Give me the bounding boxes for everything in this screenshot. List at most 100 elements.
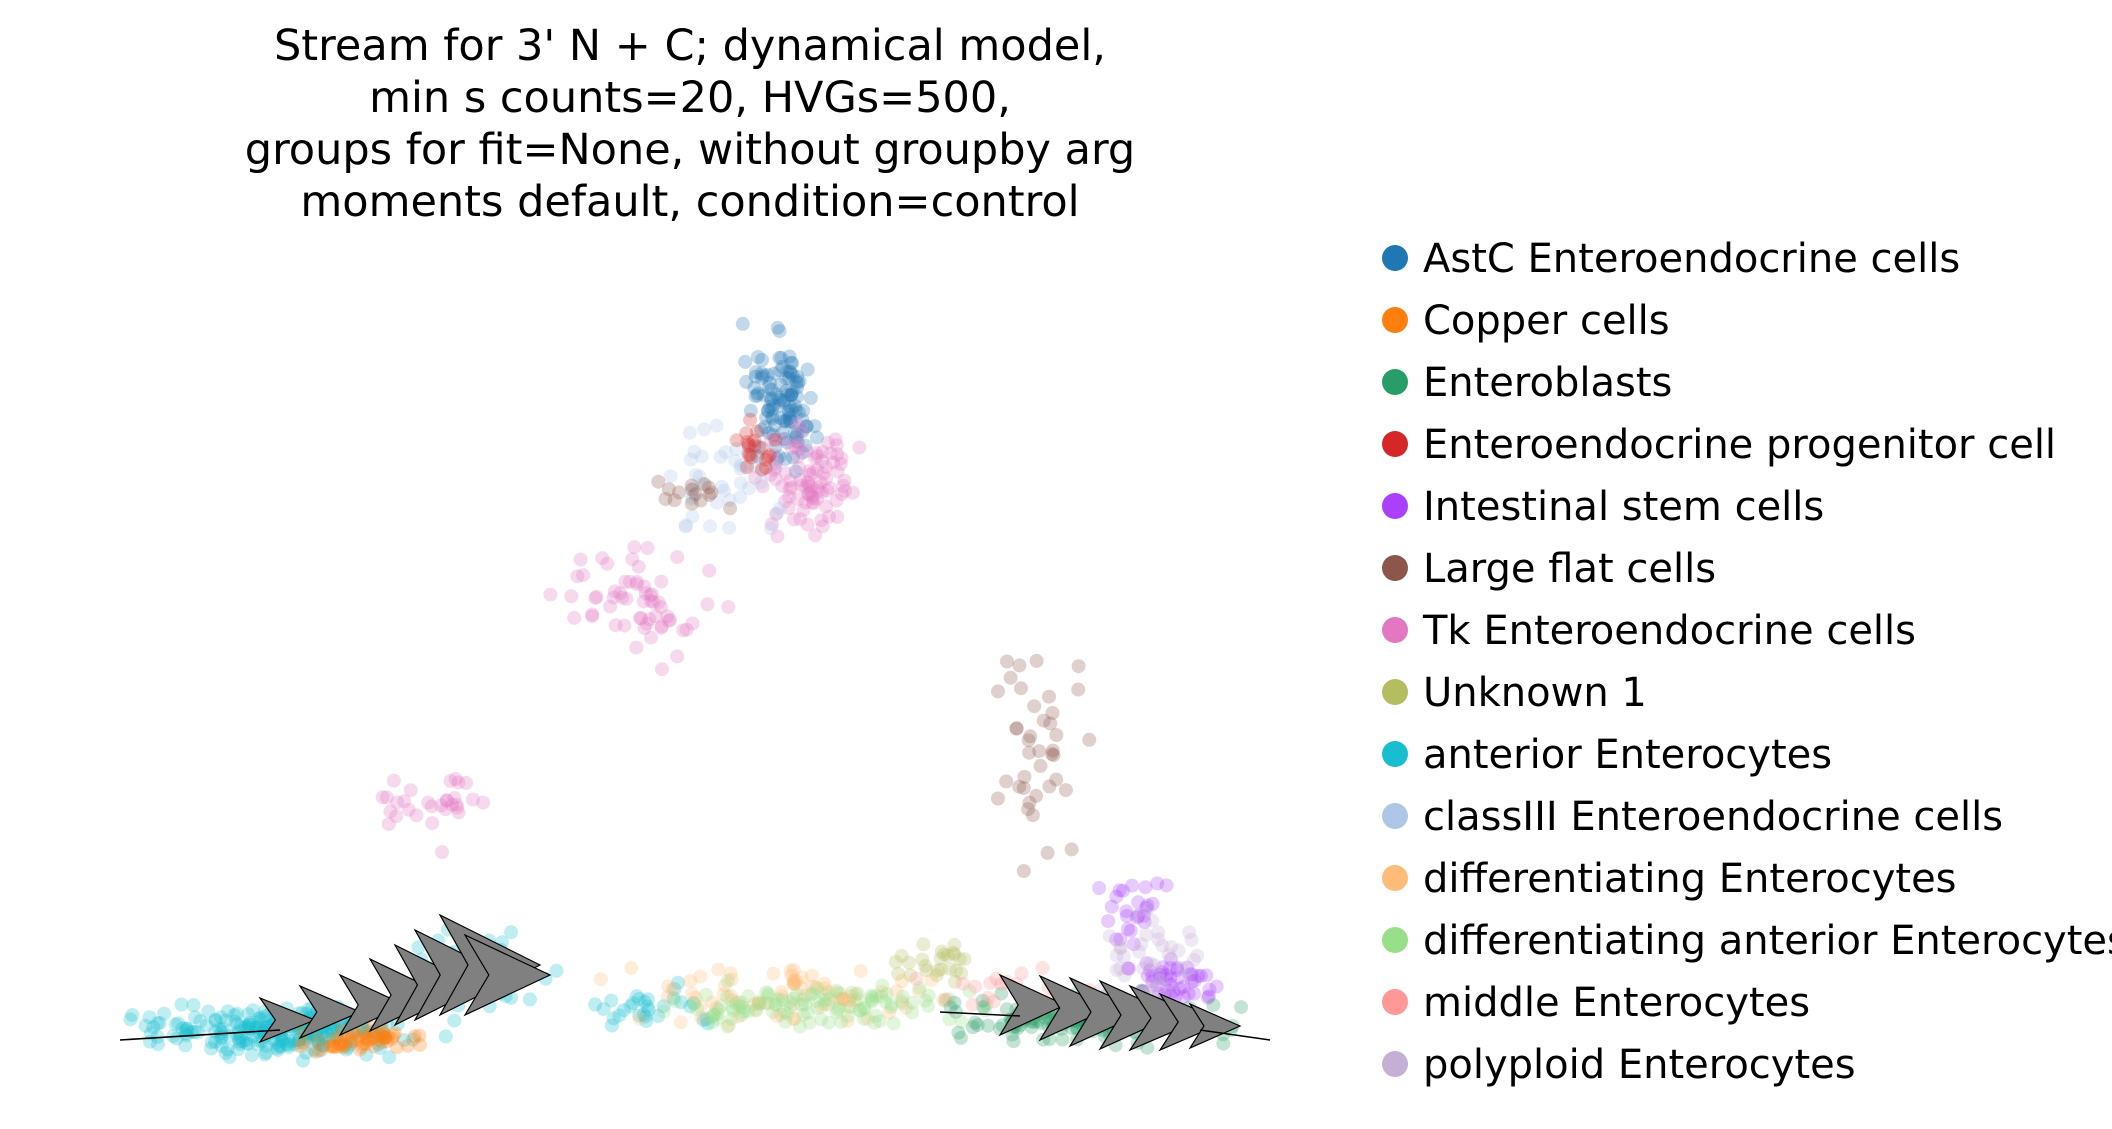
- scatter-point: [123, 1012, 138, 1027]
- scatter-point: [808, 528, 823, 543]
- scatter-point: [766, 398, 781, 413]
- scatter-point: [504, 925, 519, 940]
- scatter-point: [761, 403, 776, 418]
- scatter-point: [1029, 653, 1044, 668]
- scatter-point: [1145, 968, 1160, 983]
- scatter-point: [864, 993, 879, 1007]
- scatter-point: [678, 519, 693, 534]
- scatter-point: [806, 465, 821, 480]
- scatter-point: [287, 1037, 302, 1052]
- scatter-point: [619, 591, 634, 606]
- scatter-point: [734, 1007, 749, 1022]
- scatter-point: [794, 981, 809, 995]
- scatter-point: [766, 428, 781, 443]
- scatter-point: [784, 355, 799, 370]
- scatter-point: [299, 1045, 314, 1060]
- scatter-point: [625, 552, 640, 567]
- scatter-point: [1155, 938, 1170, 953]
- scatter-point: [1161, 947, 1176, 962]
- scatter-point: [702, 563, 717, 578]
- scatter-point: [451, 805, 466, 820]
- scatter-point: [613, 586, 628, 601]
- scatter-point: [981, 990, 996, 1005]
- scatter-point: [425, 816, 440, 831]
- scatter-point: [1153, 971, 1168, 986]
- scatter-point: [782, 411, 797, 426]
- scatter-point: [254, 1012, 269, 1027]
- scatter-point: [713, 449, 728, 464]
- scatter-point: [934, 944, 949, 959]
- stream-arrow: [1038, 974, 1112, 1042]
- scatter-point: [615, 590, 630, 605]
- scatter-point: [630, 574, 644, 589]
- scatter-point: [815, 444, 830, 459]
- scatter-point: [228, 1014, 243, 1029]
- scatter-point: [1159, 968, 1174, 983]
- scatter-point: [356, 1024, 371, 1039]
- scatter-point: [722, 520, 737, 535]
- scatter-point: [276, 1031, 291, 1046]
- scatter-point: [720, 973, 735, 988]
- scatter-point: [684, 491, 699, 506]
- scatter-point: [342, 1037, 357, 1052]
- legend-entry: Large flat cells: [1382, 546, 1716, 592]
- scatter-point: [381, 817, 396, 832]
- scatter-point: [632, 992, 647, 1006]
- scatter-point: [1163, 971, 1178, 985]
- legend-entry: middle Enterocytes: [1382, 980, 1810, 1026]
- scatter-point: [222, 1050, 237, 1064]
- scatter-point: [688, 487, 703, 502]
- scatter-point: [790, 434, 805, 449]
- stream-arrow: [463, 933, 552, 1017]
- scatter-point: [853, 1003, 868, 1018]
- scatter-point: [175, 1021, 190, 1036]
- scatter-point: [447, 791, 462, 805]
- scatter-point: [654, 574, 669, 589]
- scatter-point: [912, 980, 927, 995]
- scatter-point: [795, 445, 810, 460]
- scatter-point: [778, 466, 793, 481]
- scatter-point: [633, 610, 648, 625]
- scatter-point: [834, 451, 849, 466]
- scatter-point: [774, 350, 789, 365]
- scatter-point: [307, 1042, 322, 1057]
- scatter-point: [710, 1007, 725, 1022]
- legend-entry: differentiating anterior Enterocytes: [1382, 918, 2112, 964]
- chart-title-line: moments default, condition=control: [300, 177, 1079, 227]
- scatter-point: [805, 495, 820, 510]
- scatter-point: [685, 489, 700, 504]
- scatter-point: [1130, 908, 1145, 923]
- scatter-point: [685, 482, 700, 497]
- scatter-point: [350, 1029, 365, 1044]
- scatter-point: [1009, 721, 1024, 736]
- legend-label: Unknown 1: [1423, 670, 1647, 716]
- scatter-point: [711, 1002, 726, 1017]
- scatter-point: [784, 480, 799, 495]
- legend-marker: [1382, 493, 1408, 519]
- scatter-point: [632, 1008, 647, 1023]
- scatter-point: [713, 999, 728, 1014]
- scatter-point: [850, 986, 865, 1001]
- scatter-point: [640, 999, 655, 1014]
- legend-marker: [1382, 741, 1408, 767]
- legend-entry: Unknown 1: [1382, 670, 1647, 716]
- scatter-point: [794, 997, 809, 1012]
- scatter-point: [698, 987, 713, 1002]
- scatter-point: [837, 992, 851, 1007]
- scatter-point: [760, 367, 775, 382]
- scatter-point: [817, 981, 832, 996]
- scatter-point: [208, 1034, 223, 1049]
- scatter-point: [781, 388, 796, 403]
- scatter-point: [915, 952, 930, 967]
- scatter-point: [748, 470, 762, 485]
- scatter-point: [753, 475, 768, 490]
- scatter-point: [214, 1038, 229, 1053]
- scatter-point: [1101, 914, 1116, 929]
- scatter-point: [1209, 979, 1224, 994]
- scatter-point: [1202, 982, 1217, 997]
- scatter-point: [178, 1026, 193, 1041]
- scatter-point: [810, 981, 825, 996]
- scatter-point: [717, 483, 731, 498]
- scatter-point: [310, 1034, 325, 1049]
- scatter-point: [354, 1039, 369, 1054]
